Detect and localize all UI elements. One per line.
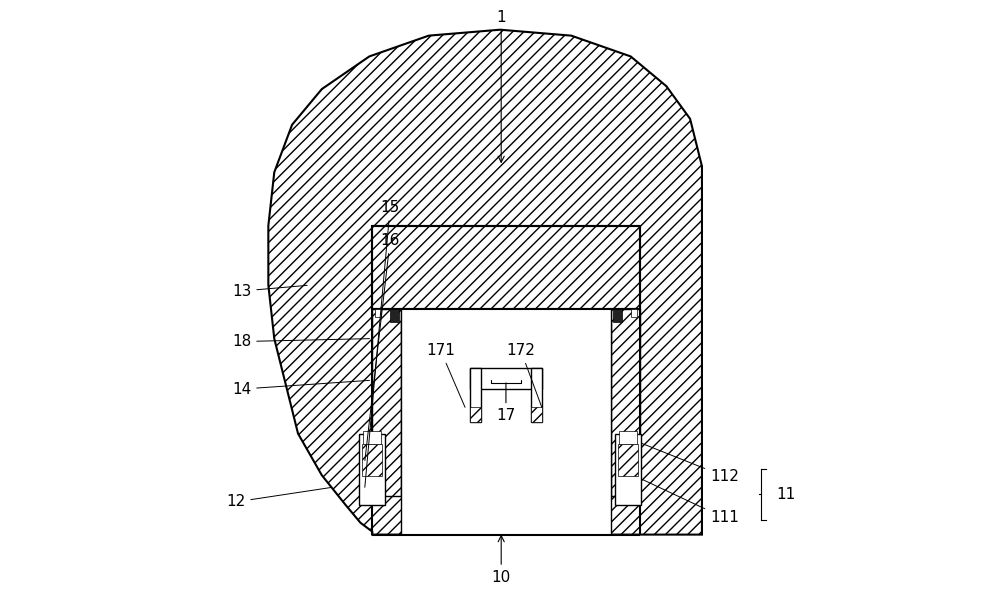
Text: 13: 13 <box>232 283 307 299</box>
Text: 17: 17 <box>491 380 521 424</box>
Text: 10: 10 <box>492 536 511 585</box>
Text: 15: 15 <box>365 200 400 487</box>
Bar <box>615 434 641 505</box>
Bar <box>470 407 481 422</box>
Text: 112: 112 <box>642 444 739 484</box>
Text: 12: 12 <box>226 488 331 510</box>
Bar <box>618 444 638 476</box>
Bar <box>613 309 622 322</box>
Bar <box>372 309 401 496</box>
Bar <box>401 309 611 535</box>
Bar <box>359 434 385 505</box>
Text: 1: 1 <box>496 10 506 162</box>
Bar <box>362 444 382 476</box>
Text: 18: 18 <box>232 334 370 349</box>
Bar <box>363 431 381 444</box>
Text: 171: 171 <box>426 343 465 407</box>
Bar <box>631 309 637 317</box>
Bar <box>611 309 640 496</box>
Text: 111: 111 <box>642 479 739 526</box>
Text: 172: 172 <box>506 343 542 407</box>
Bar <box>531 368 542 422</box>
Bar <box>470 368 481 422</box>
Bar <box>372 226 640 309</box>
Text: 11: 11 <box>776 486 795 502</box>
Text: 16: 16 <box>365 233 400 460</box>
Text: 14: 14 <box>232 380 370 397</box>
Bar <box>619 431 637 444</box>
Bar <box>390 309 399 322</box>
Bar <box>531 407 542 422</box>
Bar <box>470 368 542 389</box>
Polygon shape <box>268 30 702 535</box>
Bar <box>375 309 381 317</box>
